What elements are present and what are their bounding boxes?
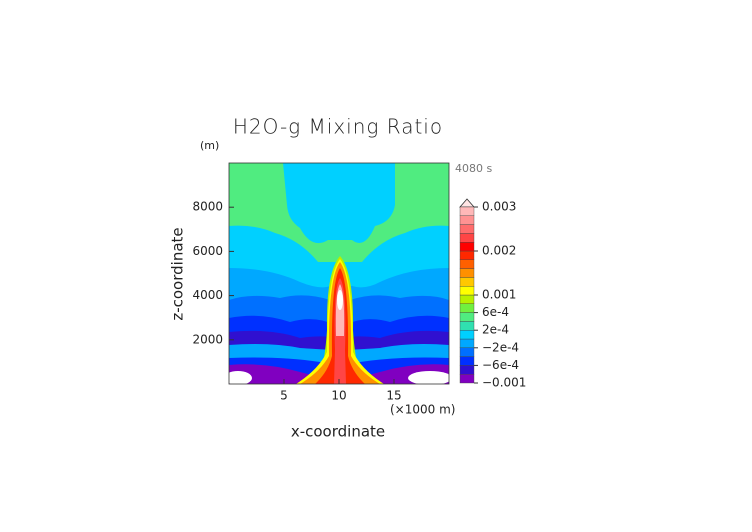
- colorbar-tick-label: −6e-4: [482, 358, 519, 372]
- colorbar-box: [459, 250, 475, 261]
- x-tick-label: 10: [331, 389, 346, 403]
- colorbar-box: [459, 330, 475, 340]
- colorbar-box: [459, 356, 475, 366]
- colorbar-box: [459, 241, 475, 252]
- contour-region: [229, 371, 252, 384]
- colorbar-box: [459, 233, 475, 243]
- colorbar-box: [459, 268, 475, 278]
- contour-region: [283, 163, 395, 244]
- colorbar-tick-label: 6e-4: [482, 305, 509, 319]
- colorbar-box: [459, 347, 475, 357]
- y-tick-label: 2000: [192, 332, 223, 346]
- colorbar-box: [459, 303, 475, 313]
- colorbar-box: [459, 259, 475, 269]
- colorbar-box: [459, 206, 475, 217]
- x-axis-label: x-coordinate: [291, 423, 385, 441]
- colorbar-box: [459, 277, 475, 287]
- chart-title: H2O-g Mixing Ratio: [233, 115, 443, 139]
- colorbar-box: [459, 374, 475, 384]
- colorbar-tick-label: 0.002: [482, 244, 516, 258]
- colorbar-tick-label: −0.001: [482, 376, 526, 390]
- colorbar-box: [459, 321, 475, 331]
- y-tick-label: 8000: [192, 200, 223, 214]
- y-axis-label: z-coordinate: [169, 227, 187, 320]
- colorbar-tick-label: 0.003: [482, 200, 516, 214]
- y-unit: (m): [200, 139, 219, 152]
- colorbar-box: [459, 338, 475, 349]
- contour-region: [408, 371, 449, 384]
- contour-region: [337, 290, 343, 310]
- x-tick-label: 5: [280, 389, 288, 403]
- colorbar-box: [459, 215, 475, 225]
- colorbar-box: [459, 365, 475, 375]
- colorbar-box: [459, 224, 475, 234]
- colorbar-tick-label: −2e-4: [482, 340, 519, 354]
- y-tick-label: 6000: [192, 244, 223, 258]
- time-label: 4080 s: [455, 162, 492, 175]
- colorbar-tick-label: 2e-4: [482, 323, 509, 337]
- y-tick-label: 4000: [192, 288, 223, 302]
- colorbar-overflow: [459, 198, 475, 208]
- contour-field: [229, 163, 449, 384]
- colorbar-tick-label: 0.001: [482, 288, 516, 302]
- colorbar-box: [459, 312, 475, 322]
- colorbar-box: [459, 294, 475, 305]
- colorbar-box: [459, 286, 475, 296]
- x-tick-label: 15: [386, 389, 401, 403]
- x-unit: (×1000 m): [390, 403, 455, 417]
